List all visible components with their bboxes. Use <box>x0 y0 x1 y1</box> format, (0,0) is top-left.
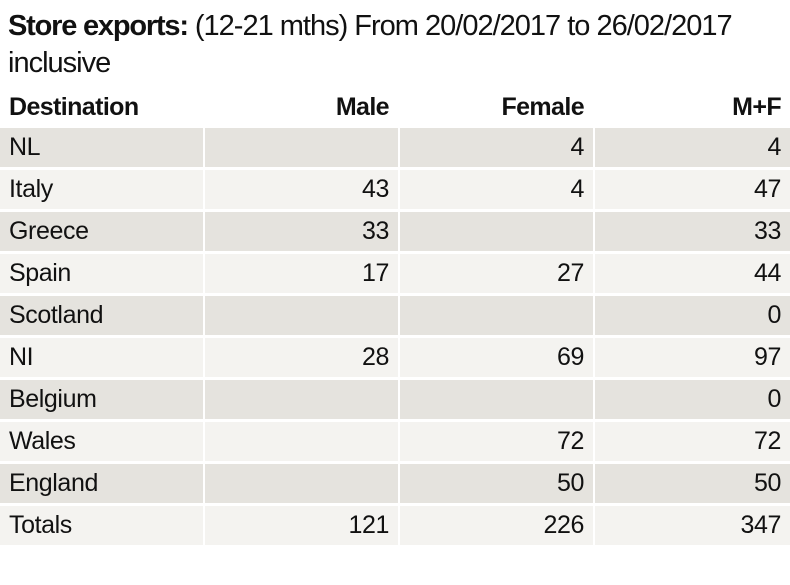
cell-mf: 97 <box>595 338 790 377</box>
cell-male <box>205 422 398 461</box>
cell-female: 27 <box>400 254 593 293</box>
table-row: Scotland 0 <box>0 296 790 335</box>
cell-male: 121 <box>205 506 398 545</box>
cell-destination: NL <box>0 128 203 167</box>
title-line-1: Store exports: (12-21 mths) From 20/02/2… <box>8 8 782 45</box>
cell-male <box>205 296 398 335</box>
cell-destination: Wales <box>0 422 203 461</box>
table-row-totals: Totals 121 226 347 <box>0 506 790 545</box>
table-row: Greece 33 33 <box>0 212 790 251</box>
cell-destination: Scotland <box>0 296 203 335</box>
cell-destination: Italy <box>0 170 203 209</box>
cell-female <box>400 212 593 251</box>
cell-female: 69 <box>400 338 593 377</box>
cell-mf: 44 <box>595 254 790 293</box>
table-row: Italy 43 4 47 <box>0 170 790 209</box>
cell-female: 50 <box>400 464 593 503</box>
cell-destination: Totals <box>0 506 203 545</box>
cell-destination: Spain <box>0 254 203 293</box>
cell-mf: 72 <box>595 422 790 461</box>
cell-mf: 4 <box>595 128 790 167</box>
title-line-2: inclusive <box>8 47 111 79</box>
table-row: Wales 72 72 <box>0 422 790 461</box>
cell-male: 17 <box>205 254 398 293</box>
cell-destination: England <box>0 464 203 503</box>
cell-mf: 0 <box>595 380 790 419</box>
col-header-destination: Destination <box>9 93 139 121</box>
cell-male: 28 <box>205 338 398 377</box>
col-header-mf: M+F <box>732 93 782 121</box>
cell-female <box>400 380 593 419</box>
table-row: England 50 50 <box>0 464 790 503</box>
cell-destination: Greece <box>0 212 203 251</box>
cell-mf: 0 <box>595 296 790 335</box>
cell-mf: 347 <box>595 506 790 545</box>
col-header-female: Female <box>501 93 584 121</box>
table-row: Belgium 0 <box>0 380 790 419</box>
cell-female: 4 <box>400 170 593 209</box>
cell-mf: 47 <box>595 170 790 209</box>
cell-mf: 33 <box>595 212 790 251</box>
cell-male <box>205 464 398 503</box>
cell-male: 33 <box>205 212 398 251</box>
table-row: NL 4 4 <box>0 128 790 167</box>
cell-male: 43 <box>205 170 398 209</box>
table-row: Spain 17 27 44 <box>0 254 790 293</box>
table-header-row: Destination Male Female M+F <box>0 88 790 128</box>
cell-mf: 50 <box>595 464 790 503</box>
cell-female: 226 <box>400 506 593 545</box>
cell-female: 72 <box>400 422 593 461</box>
cell-female <box>400 296 593 335</box>
cell-male <box>205 128 398 167</box>
cell-destination: NI <box>0 338 203 377</box>
store-exports-table: Destination Male Female M+F NL 4 4 Italy… <box>0 88 790 545</box>
cell-male <box>205 380 398 419</box>
title-rest: (12-21 mths) From 20/02/2017 to 26/02/20… <box>187 10 733 42</box>
title-bold-prefix: Store exports: <box>8 10 189 42</box>
cell-destination: Belgium <box>0 380 203 419</box>
table-title: Store exports: (12-21 mths) From 20/02/2… <box>0 0 790 82</box>
col-header-male: Male <box>335 93 390 121</box>
table-row: NI 28 69 97 <box>0 338 790 377</box>
cell-female: 4 <box>400 128 593 167</box>
